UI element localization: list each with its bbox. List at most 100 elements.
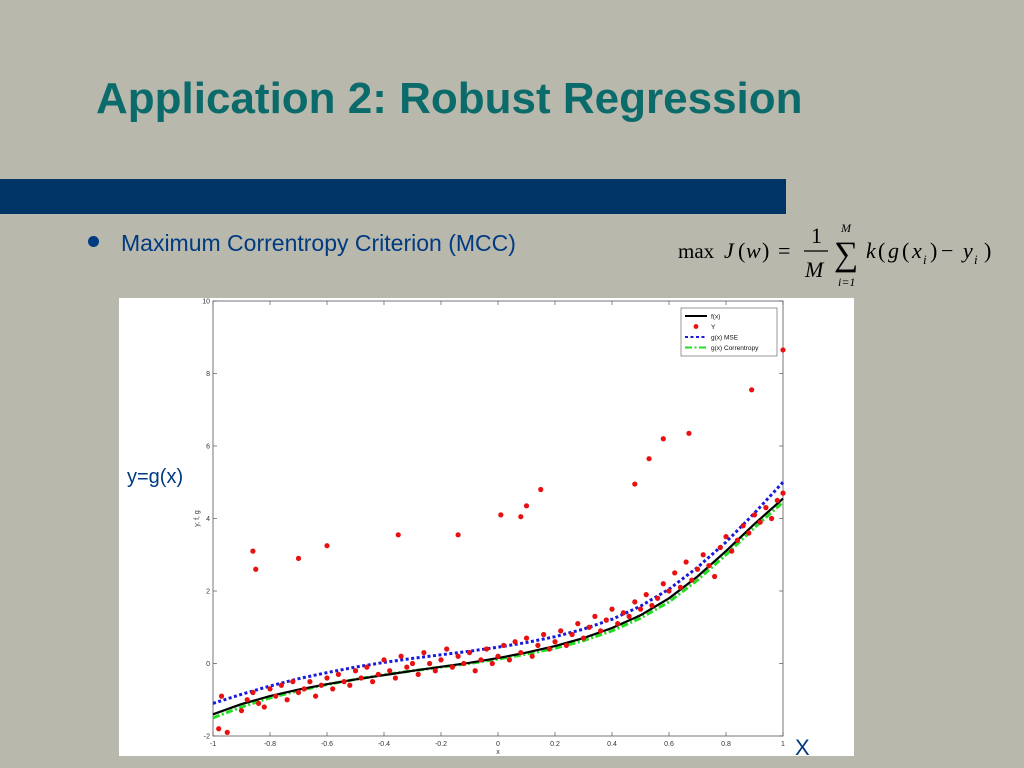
bullet-text: Maximum Correntropy Criterion (MCC) xyxy=(121,230,516,256)
formula-w: w xyxy=(746,238,761,263)
formula-sum-bottom: i=1 xyxy=(838,275,855,289)
data-point xyxy=(295,689,302,696)
data-point xyxy=(723,534,729,540)
formula-minus: − xyxy=(941,238,953,263)
data-point xyxy=(689,577,695,583)
data-point xyxy=(489,660,495,667)
data-point xyxy=(218,693,225,699)
data-point xyxy=(592,613,598,619)
data-point xyxy=(563,642,569,648)
legend-label: f(x) xyxy=(711,314,720,321)
formula-lpar-3: ( xyxy=(902,238,909,263)
data-point xyxy=(712,573,718,580)
data-point xyxy=(734,537,741,543)
formula-g: g xyxy=(888,238,899,263)
x-tick-label: -1 xyxy=(210,741,216,748)
data-point xyxy=(444,646,450,652)
formula-denominator: M xyxy=(804,257,825,282)
data-point xyxy=(740,523,746,529)
data-point xyxy=(375,671,381,677)
data-point xyxy=(347,682,353,688)
data-point xyxy=(512,639,518,645)
summation-icon: ∑ xyxy=(834,236,858,273)
data-point xyxy=(216,726,222,732)
y-tick-label: 2 xyxy=(206,589,210,596)
data-point xyxy=(415,671,421,677)
data-point xyxy=(224,729,230,735)
data-point xyxy=(395,532,401,538)
data-point xyxy=(364,664,370,670)
title-underline-bar xyxy=(0,179,786,214)
data-point xyxy=(498,512,504,518)
data-point xyxy=(501,642,507,648)
data-point xyxy=(643,592,649,598)
data-point xyxy=(432,668,438,674)
x-tick-label: 0.8 xyxy=(721,741,731,748)
x-tick-label: 0.4 xyxy=(607,741,617,748)
legend-label: g(x) MSE xyxy=(711,335,739,342)
slide-title: Application 2: Robust Regression xyxy=(96,74,803,123)
data-point xyxy=(404,664,410,670)
data-point xyxy=(700,552,706,558)
formula-sum-top: M xyxy=(840,221,852,235)
data-point xyxy=(666,588,672,594)
data-point xyxy=(250,548,256,554)
data-point xyxy=(632,481,638,487)
data-point xyxy=(495,653,501,659)
formula-y-subscript: i xyxy=(974,252,978,267)
data-point xyxy=(706,563,712,569)
formula-numerator: 1 xyxy=(811,223,822,248)
y-tick-label: 8 xyxy=(206,371,210,378)
data-point xyxy=(253,566,259,572)
x-tick-label: 0 xyxy=(496,741,500,748)
data-point xyxy=(267,686,273,692)
data-point xyxy=(649,602,655,609)
bullet-dot-icon xyxy=(88,236,99,248)
data-point xyxy=(518,514,524,520)
y-tick-label: 4 xyxy=(206,516,210,523)
formula-lpar: ( xyxy=(738,238,745,263)
plot-panel: -1 -0.8 -0.6 -0.4 -0.2 0 0.2 0.4 0.6 0.8 1 -2 0 2 4 6 8 1… xyxy=(119,298,854,756)
y-tick-label: -2 xyxy=(204,734,210,741)
data-point xyxy=(335,671,341,677)
data-point xyxy=(677,584,684,590)
x-tick-label: -0.8 xyxy=(264,741,276,748)
data-point xyxy=(523,635,530,641)
data-point xyxy=(598,628,604,634)
data-point xyxy=(295,555,302,561)
legend-marker xyxy=(693,324,699,329)
data-point xyxy=(535,642,541,648)
formula-y: y xyxy=(961,238,973,263)
data-point xyxy=(609,606,615,612)
data-point xyxy=(523,503,530,509)
data-point xyxy=(655,595,661,601)
data-point xyxy=(341,679,347,685)
data-point xyxy=(746,530,752,536)
data-point xyxy=(569,631,575,638)
legend-label: g(x) Correntropy xyxy=(711,345,759,352)
data-point xyxy=(409,660,416,667)
data-point xyxy=(290,679,296,685)
data-point xyxy=(358,675,364,681)
y-tick-label: 10 xyxy=(202,299,210,306)
data-point xyxy=(421,650,427,656)
y-tick-label: 6 xyxy=(206,444,210,451)
data-point xyxy=(392,675,398,681)
data-point xyxy=(603,617,609,623)
formula-rpar-2: ) xyxy=(984,238,991,263)
x-tick-label: -0.4 xyxy=(378,741,390,748)
x-tick-label: 0.6 xyxy=(664,741,674,748)
formula-J: J xyxy=(724,238,735,263)
data-point xyxy=(660,436,666,442)
data-point xyxy=(284,697,290,703)
data-point xyxy=(541,631,547,638)
data-point xyxy=(256,700,262,706)
data-point xyxy=(538,486,544,493)
data-point xyxy=(273,693,279,699)
data-point xyxy=(626,613,632,619)
data-point xyxy=(620,610,626,616)
data-point xyxy=(461,660,467,667)
data-point xyxy=(729,548,735,554)
data-point xyxy=(672,570,678,576)
data-point xyxy=(529,653,535,659)
